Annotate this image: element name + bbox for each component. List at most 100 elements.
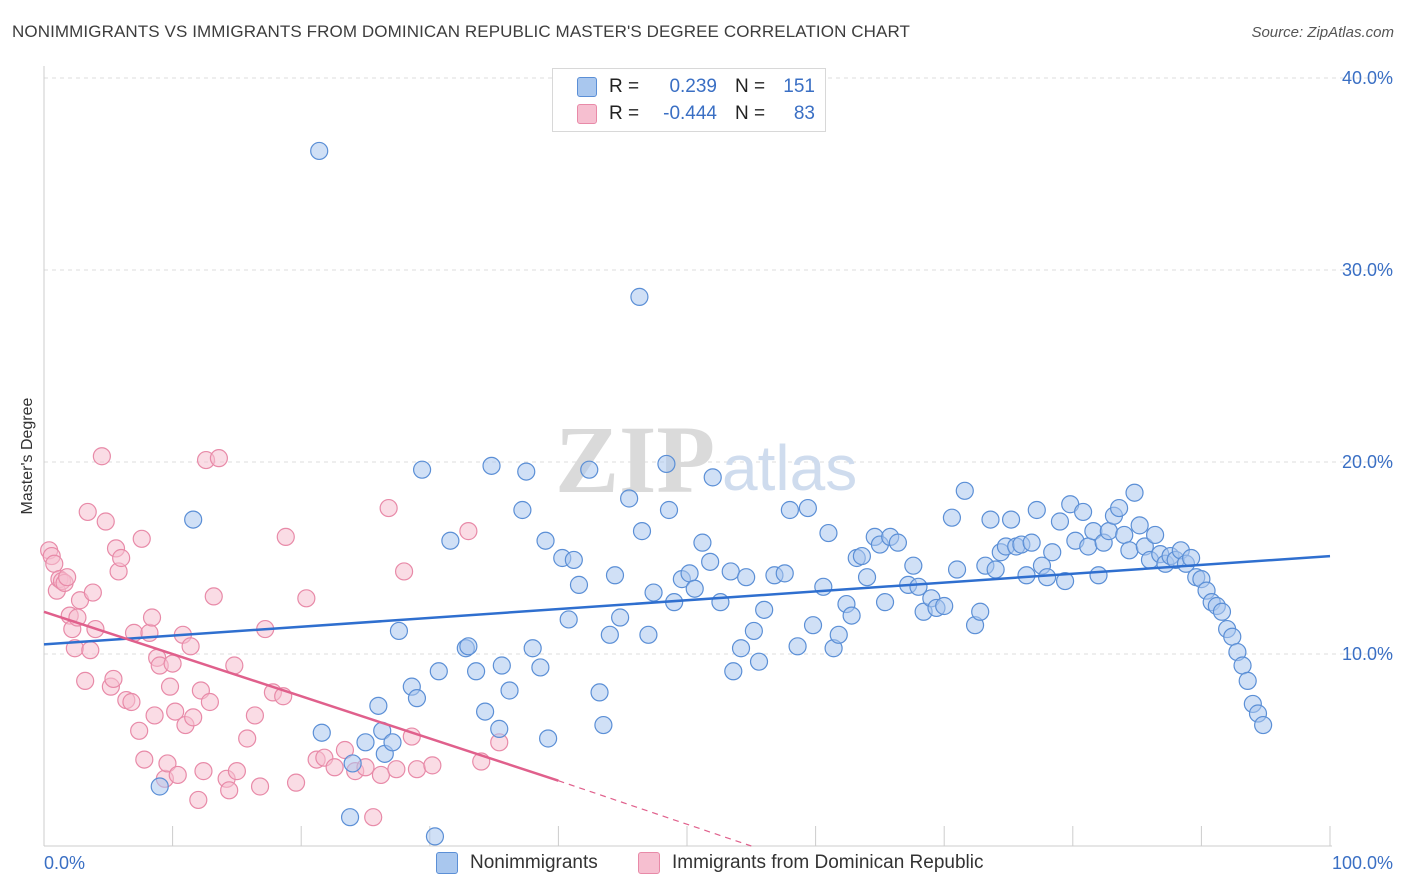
nonimmigrant-point — [312, 723, 331, 742]
nonimmigrant-point — [475, 702, 495, 721]
immigrant-point — [166, 702, 185, 721]
nonimmigrant-point — [744, 621, 763, 641]
nonimmigrant-point — [644, 583, 663, 602]
nonimmigrant-point — [1212, 602, 1232, 621]
nonimmigrant-point — [1120, 541, 1139, 560]
nonimmigrant-point — [343, 754, 362, 773]
stats-legend-row-nonimmigrants: R = 0.239 N = 151 — [577, 75, 815, 99]
immigrant-point — [181, 637, 200, 656]
y-tick-label: 10.0% — [1342, 644, 1393, 664]
nonimmigrant-point — [755, 600, 774, 619]
immigrant-point — [132, 529, 151, 548]
immigrant-point — [364, 808, 383, 827]
watermark: ZIP atlas — [555, 406, 857, 513]
legend-item-immigrants: Immigrants from Dominican Republic — [638, 852, 984, 874]
nonimmigrant-point — [803, 616, 823, 635]
nonimmigrant-point — [513, 500, 532, 520]
nonimmigrant-point — [639, 625, 658, 644]
nonimmigrant-point — [600, 625, 619, 644]
legend-swatch-blue — [436, 852, 458, 874]
stats-legend: R = 0.239 N = 151 R = -0.444 N = 83 — [552, 68, 826, 132]
immigrant-point — [104, 669, 123, 689]
y-tick-label: 30.0% — [1342, 260, 1393, 280]
nonimmigrant-point — [1109, 498, 1129, 518]
immigrant-point — [76, 671, 95, 690]
nonimmigrant-point — [632, 522, 652, 541]
n-label: N = — [735, 103, 766, 124]
nonimmigrant-point — [724, 662, 743, 681]
nonimmigrant-point — [685, 579, 704, 598]
immigrant-point — [394, 562, 414, 581]
legend-swatch-pink — [638, 852, 660, 874]
nonimmigrant-point — [947, 560, 967, 579]
nonimmigrant-point — [536, 531, 555, 550]
nonimmigrant-point — [369, 696, 388, 715]
nonimmigrant-point — [1089, 566, 1108, 585]
nonimmigrant-point — [875, 593, 895, 612]
immigrant-point — [238, 729, 257, 748]
nonimmigrant-point — [1001, 510, 1021, 529]
x-tick-label: 100.0% — [1332, 853, 1393, 873]
nonimmigrant-point — [1079, 537, 1098, 556]
immigrant-point — [78, 502, 97, 522]
nonimmigrant-point — [981, 510, 1000, 529]
immigrant-point — [335, 740, 355, 760]
nonimmigrant-point — [523, 639, 542, 658]
immigrant-point — [227, 762, 246, 781]
nonimmigrant-point — [459, 637, 478, 656]
immigrant-point — [200, 692, 219, 712]
r-label: R = — [609, 103, 640, 124]
immigrant-point — [112, 548, 131, 568]
immigrant-point — [96, 512, 115, 531]
nonimmigrant-point — [798, 498, 817, 518]
immigrants-trend-line — [43, 610, 559, 782]
legend-swatch-pink — [577, 104, 597, 124]
nonimmigrant-point — [466, 662, 486, 681]
nonimmigrant-point — [590, 683, 609, 702]
nonimmigrant-point — [749, 652, 769, 671]
immigrant-point — [81, 641, 100, 660]
immigrants-trend-extension — [558, 780, 752, 847]
immigrant-point — [209, 449, 228, 468]
immigrant-point — [371, 765, 391, 785]
immigrant-point — [145, 706, 164, 725]
nonimmigrant-point — [659, 500, 679, 520]
nonimmigrant-point — [1055, 571, 1075, 591]
nonimmigrant-point — [1130, 516, 1149, 535]
immigrant-point — [158, 754, 177, 773]
immigrant-point — [245, 706, 265, 725]
nonimmigrant-point — [721, 562, 740, 581]
immigrant-point — [297, 589, 316, 608]
nonimmigrant-point — [1238, 671, 1257, 690]
nonimmigrant-point — [531, 658, 550, 677]
nonimmigrant-point — [594, 715, 613, 735]
immigrant-point — [142, 608, 162, 627]
nonimmigrant-point — [814, 577, 833, 596]
immigrant-point — [163, 654, 182, 673]
nonimmigrant-point — [1146, 525, 1165, 545]
nonimmigrant-point — [482, 456, 501, 475]
nonimmigrant-point — [150, 777, 169, 796]
nonimmigrant-point — [425, 827, 445, 846]
nonimmigrant-point — [852, 546, 871, 566]
nonimmigrant-point — [703, 468, 722, 487]
immigrant-point — [276, 527, 295, 546]
nonimmigrant-point — [611, 608, 630, 627]
nonimmigrant-point — [955, 481, 974, 500]
trend-lines — [43, 554, 1331, 847]
nonimmigrant-point — [701, 552, 720, 571]
nonimmigrant-point — [539, 729, 558, 748]
n-value: 83 — [793, 103, 815, 124]
immigrant-point — [160, 677, 180, 696]
nonimmigrant-point — [1037, 568, 1057, 587]
immigrant-point — [189, 790, 208, 810]
r-value: 0.239 — [669, 76, 717, 97]
immigrant-point — [184, 708, 203, 727]
nonimmigrant-point — [620, 489, 639, 508]
series-nonimmigrants-points — [150, 141, 1273, 846]
nonimmigrant-point — [1182, 548, 1201, 568]
nonimmigrant-point — [829, 625, 848, 644]
legend-item-nonimmigrants: Nonimmigrants — [436, 852, 598, 874]
nonimmigrant-point — [819, 523, 838, 543]
